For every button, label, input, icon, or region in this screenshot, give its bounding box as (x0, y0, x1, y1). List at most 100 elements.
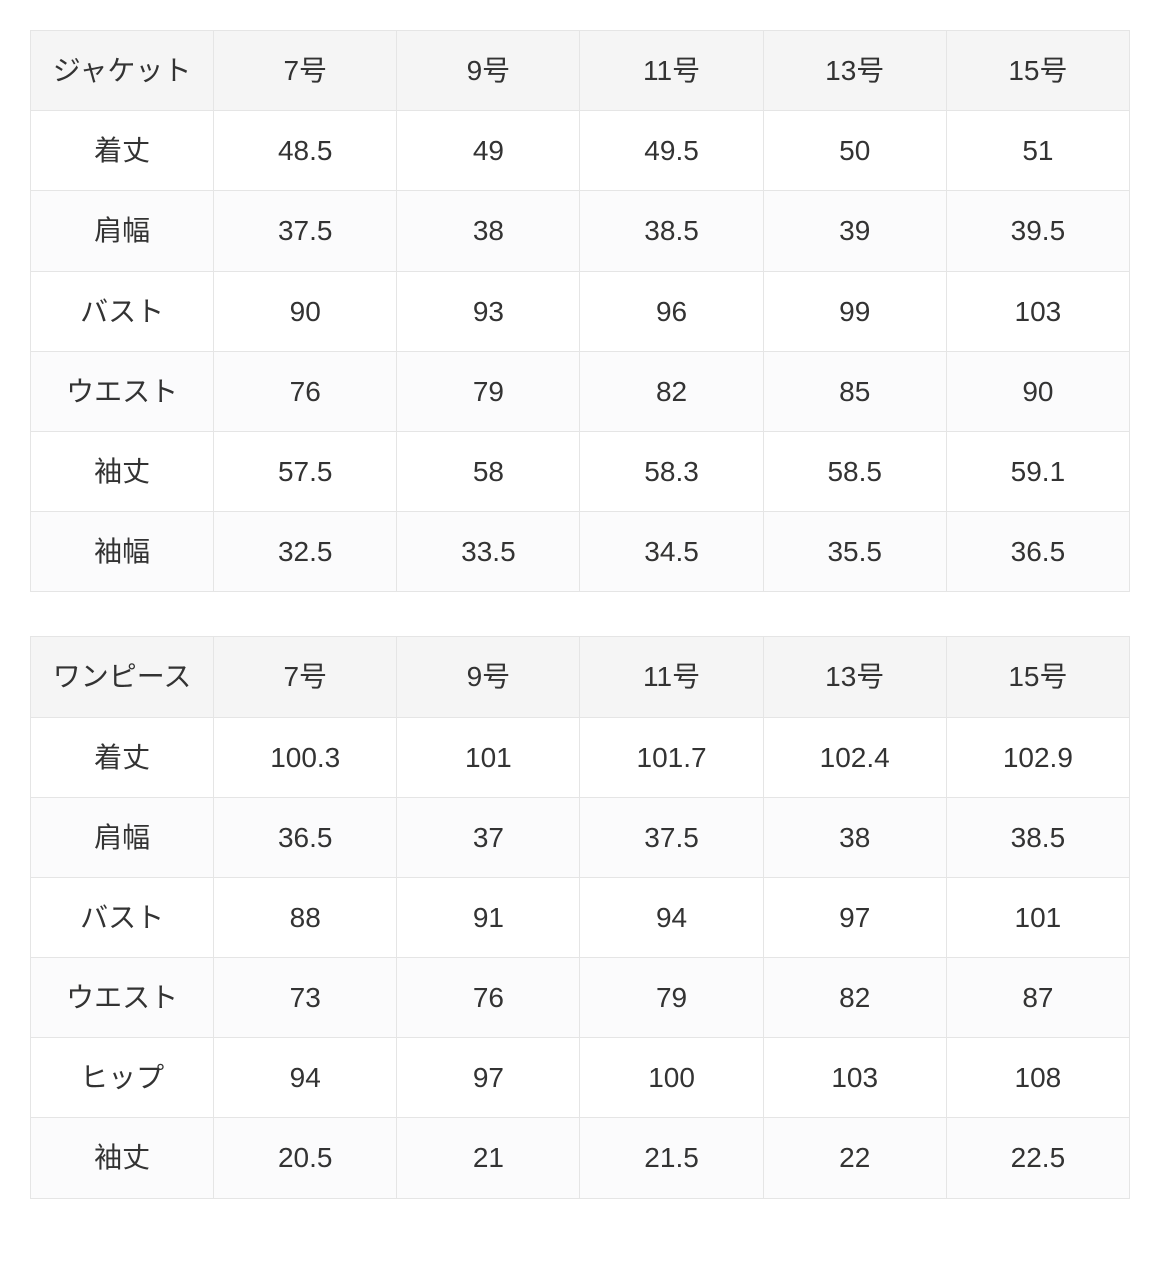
table-row: ヒップ9497100103108 (31, 1038, 1130, 1118)
measurement-value: 94 (214, 1038, 397, 1118)
measurement-label: 肩幅 (31, 797, 214, 877)
size-header: 13号 (763, 637, 946, 717)
measurement-label: バスト (31, 877, 214, 957)
measurement-value: 82 (580, 351, 763, 431)
measurement-value: 48.5 (214, 111, 397, 191)
measurement-value: 50 (763, 111, 946, 191)
measurement-value: 76 (214, 351, 397, 431)
measurement-value: 73 (214, 958, 397, 1038)
measurement-value: 90 (214, 271, 397, 351)
table-row: バスト88919497101 (31, 877, 1130, 957)
size-header: 7号 (214, 637, 397, 717)
table-row: 袖幅32.533.534.535.536.5 (31, 512, 1130, 592)
measurement-label: ウエスト (31, 958, 214, 1038)
measurement-value: 59.1 (946, 431, 1129, 511)
table-row: ウエスト7679828590 (31, 351, 1130, 431)
measurement-value: 38 (763, 797, 946, 877)
measurement-value: 49 (397, 111, 580, 191)
measurement-label: ヒップ (31, 1038, 214, 1118)
measurement-value: 36.5 (214, 797, 397, 877)
measurement-label: 袖丈 (31, 431, 214, 511)
table-title-cell: ワンピース (31, 637, 214, 717)
measurement-value: 101.7 (580, 717, 763, 797)
size-header: 15号 (946, 31, 1129, 111)
table-row: 袖丈57.55858.358.559.1 (31, 431, 1130, 511)
measurement-value: 38 (397, 191, 580, 271)
measurement-label: 袖幅 (31, 512, 214, 592)
measurement-label: 袖丈 (31, 1118, 214, 1198)
table-row: 肩幅37.53838.53939.5 (31, 191, 1130, 271)
measurement-value: 99 (763, 271, 946, 351)
table-row: 肩幅36.53737.53838.5 (31, 797, 1130, 877)
measurement-value: 57.5 (214, 431, 397, 511)
measurement-value: 97 (397, 1038, 580, 1118)
measurement-value: 34.5 (580, 512, 763, 592)
measurement-value: 35.5 (763, 512, 946, 592)
measurement-value: 101 (946, 877, 1129, 957)
measurement-label: 肩幅 (31, 191, 214, 271)
table-row: 着丈48.54949.55051 (31, 111, 1130, 191)
measurement-value: 103 (763, 1038, 946, 1118)
measurement-value: 37 (397, 797, 580, 877)
measurement-value: 103 (946, 271, 1129, 351)
measurement-value: 21.5 (580, 1118, 763, 1198)
size-header: 15号 (946, 637, 1129, 717)
measurement-value: 22.5 (946, 1118, 1129, 1198)
size-header: 11号 (580, 637, 763, 717)
table-header-row: ジャケット7号9号11号13号15号 (31, 31, 1130, 111)
measurement-label: 着丈 (31, 111, 214, 191)
measurement-value: 102.9 (946, 717, 1129, 797)
measurement-value: 108 (946, 1038, 1129, 1118)
measurement-value: 33.5 (397, 512, 580, 592)
measurement-label: 着丈 (31, 717, 214, 797)
measurement-value: 85 (763, 351, 946, 431)
measurement-value: 49.5 (580, 111, 763, 191)
size-table-1: ワンピース7号9号11号13号15号着丈100.3101101.7102.410… (30, 636, 1130, 1198)
measurement-value: 91 (397, 877, 580, 957)
measurement-value: 58 (397, 431, 580, 511)
measurement-value: 79 (580, 958, 763, 1038)
size-header: 11号 (580, 31, 763, 111)
measurement-value: 58.5 (763, 431, 946, 511)
measurement-value: 38.5 (946, 797, 1129, 877)
measurement-value: 79 (397, 351, 580, 431)
measurement-value: 102.4 (763, 717, 946, 797)
size-header: 7号 (214, 31, 397, 111)
measurement-value: 82 (763, 958, 946, 1038)
measurement-value: 100.3 (214, 717, 397, 797)
size-table-0: ジャケット7号9号11号13号15号着丈48.54949.55051肩幅37.5… (30, 30, 1130, 592)
measurement-value: 36.5 (946, 512, 1129, 592)
measurement-value: 37.5 (580, 797, 763, 877)
measurement-value: 90 (946, 351, 1129, 431)
measurement-value: 100 (580, 1038, 763, 1118)
measurement-value: 87 (946, 958, 1129, 1038)
size-header: 9号 (397, 637, 580, 717)
measurement-value: 88 (214, 877, 397, 957)
table-row: ウエスト7376798287 (31, 958, 1130, 1038)
measurement-value: 76 (397, 958, 580, 1038)
size-tables-container: ジャケット7号9号11号13号15号着丈48.54949.55051肩幅37.5… (30, 30, 1130, 1199)
size-header: 9号 (397, 31, 580, 111)
measurement-value: 20.5 (214, 1118, 397, 1198)
measurement-value: 39.5 (946, 191, 1129, 271)
measurement-value: 94 (580, 877, 763, 957)
measurement-value: 39 (763, 191, 946, 271)
table-row: 着丈100.3101101.7102.4102.9 (31, 717, 1130, 797)
measurement-value: 93 (397, 271, 580, 351)
table-row: 袖丈20.52121.52222.5 (31, 1118, 1130, 1198)
measurement-value: 21 (397, 1118, 580, 1198)
measurement-value: 101 (397, 717, 580, 797)
table-title-cell: ジャケット (31, 31, 214, 111)
measurement-value: 38.5 (580, 191, 763, 271)
measurement-value: 96 (580, 271, 763, 351)
measurement-label: ウエスト (31, 351, 214, 431)
size-header: 13号 (763, 31, 946, 111)
table-row: バスト90939699103 (31, 271, 1130, 351)
measurement-value: 97 (763, 877, 946, 957)
measurement-value: 22 (763, 1118, 946, 1198)
measurement-value: 37.5 (214, 191, 397, 271)
measurement-value: 32.5 (214, 512, 397, 592)
measurement-value: 58.3 (580, 431, 763, 511)
table-header-row: ワンピース7号9号11号13号15号 (31, 637, 1130, 717)
measurement-label: バスト (31, 271, 214, 351)
